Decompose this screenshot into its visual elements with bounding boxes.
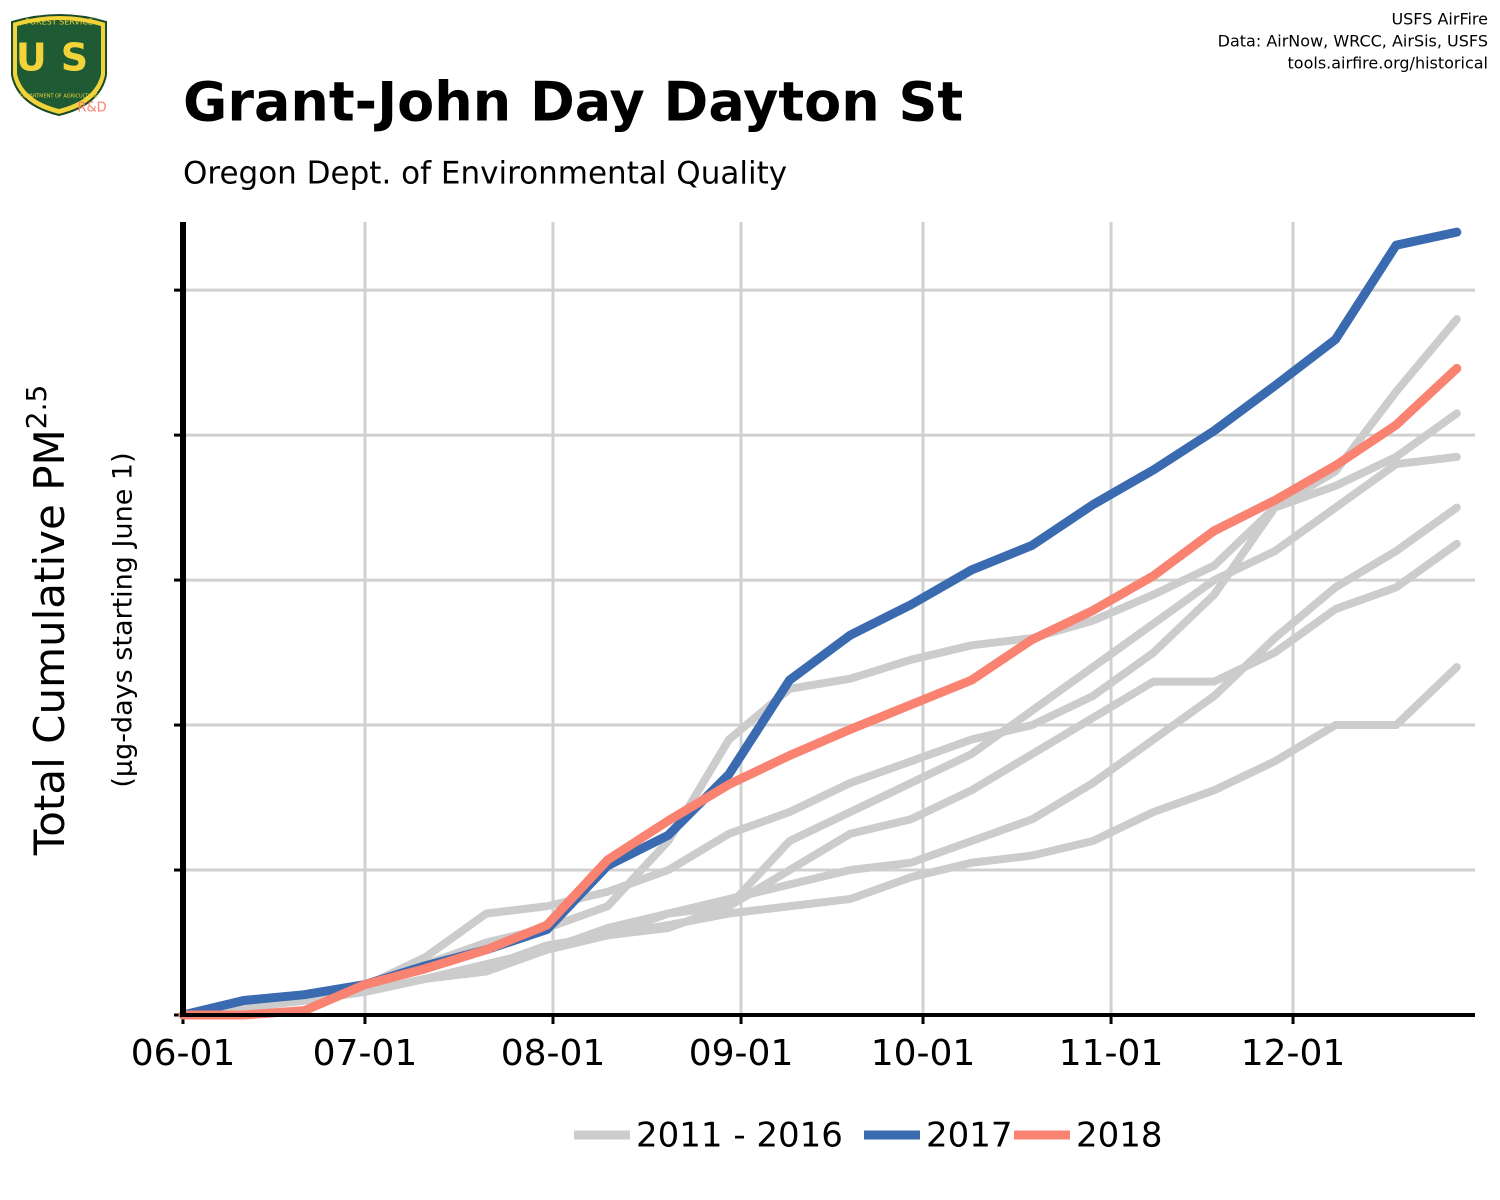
- credit: Data: AirNow, WRCC, AirSis, USFS: [1218, 32, 1488, 51]
- legend-item: 2017: [864, 1116, 1013, 1156]
- legend-label: 2017: [926, 1116, 1013, 1156]
- legend-item: 2011 - 2016: [574, 1116, 843, 1156]
- series-line: [179, 452, 1461, 1019]
- y-axis-label-main: Total Cumulative PM: [25, 429, 74, 856]
- x-tick-label: 12-01: [1241, 1033, 1346, 1074]
- logo-inner: [17, 20, 101, 109]
- x-tick-label: 11-01: [1059, 1033, 1164, 1074]
- logo-letters: US: [16, 36, 102, 80]
- chart-title: Grant-John Day Dayton St: [183, 71, 963, 134]
- series-line: [178, 227, 1462, 1020]
- logo-top: FOREST SERVICE: [25, 18, 93, 27]
- x-tick-label: 08-01: [501, 1033, 606, 1074]
- logo: FOREST SERVICE US DEPARTMENT OF AGRICULT…: [11, 14, 107, 117]
- legend-item: 2018: [1014, 1116, 1163, 1156]
- series-line: [179, 539, 1461, 1019]
- credit: tools.airfire.org/historical: [1288, 54, 1488, 73]
- series-line: [179, 663, 1461, 1019]
- series-line: [178, 363, 1462, 1020]
- x-tick-label: 07-01: [313, 1033, 418, 1074]
- legend-label: 2018: [1076, 1116, 1163, 1156]
- x-tick-label: 09-01: [689, 1033, 794, 1074]
- chart-subtitle: Oregon Dept. of Environmental Quality: [183, 156, 787, 192]
- credit: USFS AirFire: [1391, 10, 1488, 29]
- logo-tag: R&D: [77, 101, 106, 116]
- series-line: [179, 315, 1461, 1019]
- legend-label: 2011 - 2016: [636, 1116, 843, 1156]
- y-axis-label: Total Cumulative PM2.5: [20, 385, 74, 857]
- logo-bottom: DEPARTMENT OF AGRICULTURE: [20, 94, 98, 100]
- y-axis-label-subscript: 2.5: [20, 385, 53, 430]
- y-axis-note: (µg-days starting June 1): [108, 452, 139, 787]
- x-tick-label: 10-01: [871, 1033, 976, 1074]
- x-tick-label: 06-01: [131, 1033, 236, 1074]
